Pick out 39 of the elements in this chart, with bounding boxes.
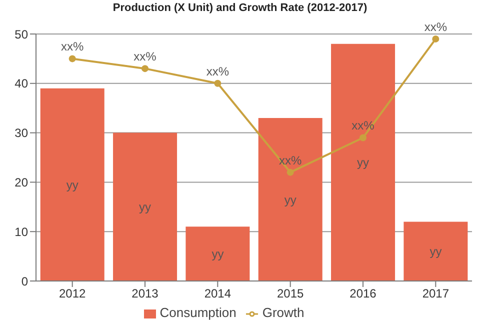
data-label: xx% bbox=[60, 40, 84, 54]
x-tick-label: 2014 bbox=[204, 286, 232, 301]
point bbox=[214, 80, 222, 87]
y-tick-label: 30 bbox=[14, 126, 28, 140]
data-label: xx% bbox=[352, 118, 375, 133]
data-label: yy bbox=[66, 178, 78, 192]
x-tick-label: 2016 bbox=[350, 286, 377, 301]
data-label: yy bbox=[212, 247, 224, 262]
data-label: yy bbox=[284, 192, 296, 207]
legend-label: Growth bbox=[262, 305, 304, 320]
bar bbox=[40, 88, 104, 281]
bar bbox=[404, 222, 468, 281]
y-tick-label: 0 bbox=[21, 274, 28, 288]
bar bbox=[258, 118, 322, 281]
y-tick-label: 10 bbox=[14, 224, 28, 239]
x-tick-label: 2012 bbox=[58, 286, 86, 301]
data-label: yy bbox=[139, 200, 152, 214]
y-tick-label: 50 bbox=[14, 27, 28, 42]
data-label: yy bbox=[430, 244, 442, 259]
point bbox=[68, 55, 76, 62]
legend-label: Consumption bbox=[160, 305, 236, 320]
bar bbox=[186, 226, 250, 281]
bar bbox=[113, 132, 178, 281]
point bbox=[432, 35, 440, 42]
point bbox=[286, 168, 294, 176]
data-label: yy bbox=[357, 156, 370, 170]
point bbox=[142, 65, 148, 72]
x-tick-label: 2017 bbox=[422, 286, 450, 301]
y-tick-label: 20 bbox=[14, 175, 28, 190]
data-label: xx% bbox=[424, 20, 448, 34]
x-tick-label: 2013 bbox=[132, 286, 159, 301]
x-tick-label: 2015 bbox=[276, 286, 304, 301]
point bbox=[360, 134, 366, 142]
bar bbox=[331, 44, 396, 281]
y-tick-label: 40 bbox=[14, 76, 28, 91]
data-label: xx% bbox=[134, 50, 157, 64]
data-label: xx% bbox=[206, 64, 230, 78]
chart-title: Production (X Unit) and Growth Rate (2012-2017) bbox=[112, 2, 368, 16]
data-label: xx% bbox=[278, 153, 302, 168]
